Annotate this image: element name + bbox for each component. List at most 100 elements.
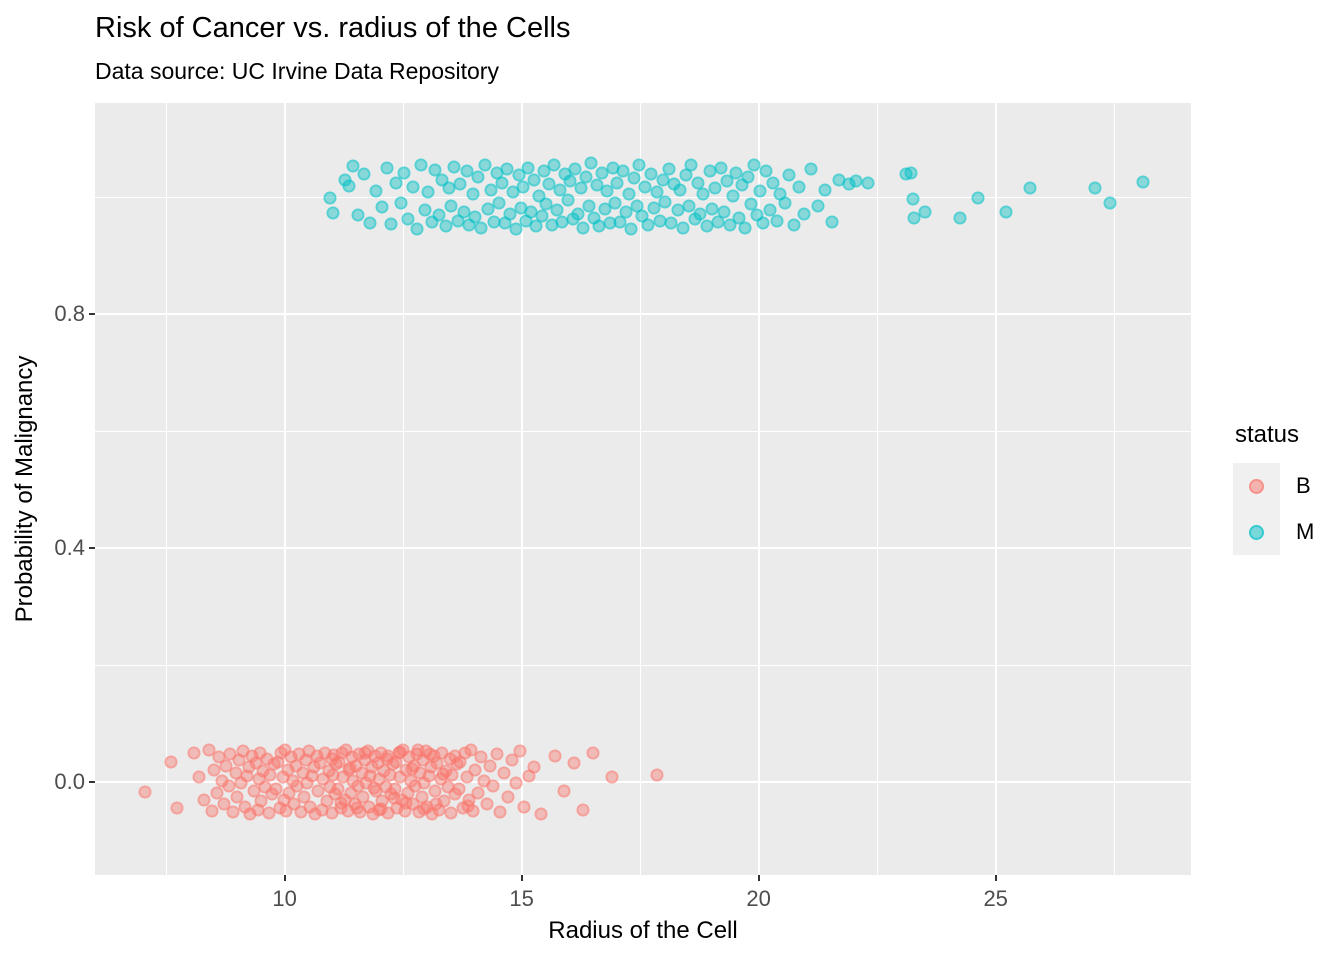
data-point-b (452, 782, 466, 796)
data-point-m (418, 203, 432, 217)
data-point-m (682, 199, 695, 213)
data-point-b (226, 805, 240, 819)
legend-label-m: M (1296, 519, 1315, 544)
legend-title: status (1235, 421, 1300, 448)
data-point-b (202, 743, 216, 757)
data-point-b (557, 784, 571, 798)
legend-key-b (1233, 463, 1280, 509)
data-point-b (513, 744, 527, 758)
data-point-m (999, 205, 1013, 219)
data-point-m (691, 176, 704, 190)
data-point-m (471, 170, 485, 184)
y-tick-label: 0.4 (54, 535, 85, 561)
data-point-b (490, 747, 504, 761)
data-point-b (486, 779, 500, 793)
data-point-m (918, 205, 932, 219)
data-point-m (741, 170, 755, 184)
data-point-m (598, 202, 612, 216)
data-point-m (326, 206, 340, 220)
data-point-m (474, 221, 488, 235)
data-point-b (567, 756, 581, 770)
data-point-b (222, 779, 236, 793)
data-point-b (464, 743, 478, 757)
data-point-m (766, 176, 780, 190)
minor-gridline-vertical (876, 103, 878, 875)
data-point-m (616, 164, 630, 178)
data-point-m (744, 197, 758, 211)
data-point-m (389, 176, 403, 190)
data-point-m (711, 215, 725, 229)
major-gridline-vertical (757, 103, 760, 875)
data-point-b (480, 797, 494, 811)
data-point-m (563, 174, 577, 188)
data-point-m (953, 211, 967, 225)
data-point-b (262, 806, 275, 820)
data-point-b (468, 763, 482, 777)
data-point-m (380, 161, 394, 175)
data-point-m (509, 222, 523, 236)
data-point-b (650, 768, 664, 782)
y-tick-mark (89, 313, 95, 316)
data-point-m (641, 218, 655, 232)
data-point-m (662, 162, 676, 176)
data-point-m (568, 162, 582, 176)
data-point-m (622, 187, 636, 201)
y-tick-mark (89, 547, 95, 550)
data-point-m (468, 210, 482, 224)
data-point-m (561, 193, 575, 207)
y-tick-label: 0.0 (54, 769, 85, 794)
data-point-m (529, 219, 543, 233)
y-axis-title: Probability of Malignancy (11, 355, 38, 623)
legend: status B M (1233, 421, 1314, 555)
major-gridline-horizontal (95, 781, 1191, 783)
data-point-m (428, 163, 442, 177)
data-point-m (708, 181, 722, 195)
data-point-m (453, 177, 467, 191)
data-point-b (210, 786, 224, 800)
data-point-m (1088, 181, 1102, 195)
plot-subtitle: Data source: UC Irvine Data Repository (95, 58, 499, 84)
data-point-b (269, 782, 283, 796)
data-point-m (811, 199, 825, 213)
data-point-b (534, 807, 548, 821)
data-point-m (553, 183, 567, 197)
minor-gridline-vertical (639, 103, 641, 875)
data-point-m (763, 203, 777, 217)
data-point-m (500, 162, 514, 176)
data-point-b (192, 770, 206, 784)
data-point-m (421, 185, 435, 199)
data-point-m (323, 191, 337, 205)
data-point-m (466, 187, 480, 201)
x-tick-mark (994, 875, 997, 881)
data-point-b (331, 782, 345, 796)
data-point-m (747, 158, 761, 172)
data-point-m (787, 218, 801, 232)
data-point-m (778, 196, 792, 210)
data-point-b (138, 785, 152, 799)
data-point-m (394, 196, 408, 210)
data-point-m (700, 219, 714, 233)
minor-gridline-horizontal (95, 430, 1191, 432)
data-point-m (673, 183, 687, 197)
data-point-m (632, 158, 646, 172)
data-point-b (230, 790, 244, 804)
x-tick-mark (283, 875, 286, 881)
data-point-m (516, 180, 530, 194)
data-point-m (414, 158, 428, 172)
data-point-m (363, 216, 377, 230)
data-point-m (650, 185, 664, 199)
data-point-m (397, 166, 411, 180)
data-point-m (369, 184, 383, 198)
data-point-m (584, 156, 598, 170)
major-gridline-vertical (520, 103, 523, 875)
data-point-m (904, 166, 918, 180)
data-point-m (547, 158, 561, 172)
data-point-m (738, 221, 752, 235)
data-point-m (684, 158, 698, 172)
data-point-m (574, 181, 588, 195)
data-point-m (447, 160, 461, 174)
data-point-m (537, 164, 551, 178)
data-point-m (478, 158, 492, 172)
data-point-m (717, 205, 731, 219)
data-point-b (311, 784, 325, 798)
